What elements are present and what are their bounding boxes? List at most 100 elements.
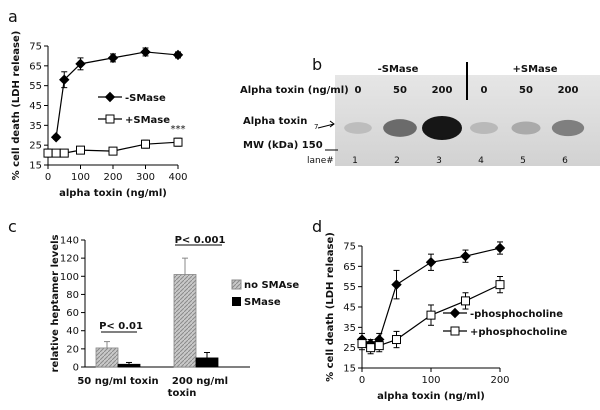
blot-band [511,121,541,135]
data-point [391,279,402,290]
category-label-line: 200 ng/ml [172,376,228,387]
data-point [108,146,118,156]
category-label: 50 ng/ml toxin [77,376,158,387]
y-tick-label: 100 [60,272,79,283]
y-tick-label: 65 [343,262,356,273]
p-value-annotation: P< 0.01 [99,321,143,332]
data-point [426,310,436,320]
y-axis-label: % cell death (LDH release) [11,31,22,181]
lane-number: 4 [478,156,484,166]
lane-label: lane# [307,156,334,166]
significance-annotation: *** [171,124,186,135]
row-label: Alpha toxin (ng/ml) [240,85,349,96]
x-tick-label: 400 [168,172,187,183]
y-tick-label: 75 [29,42,42,53]
y-tick-label: 65 [29,61,42,72]
y-tick-label: 75 [343,242,356,253]
y-tick-label: 140 [60,236,79,247]
data-point [494,242,506,254]
x-tick-label: 200 [490,375,509,386]
band-subscript: 7 [314,123,318,131]
y-axis-label: % cell death (LDH release) [325,232,336,382]
bar [117,363,141,368]
lane-number: 6 [562,156,568,166]
data-point [425,257,437,268]
y-tick-label: 35 [29,121,42,132]
group-label: +SMase [512,64,557,75]
x-tick-label: 100 [421,375,440,386]
concentration-label: 200 [558,85,579,96]
legend-swatch [231,279,242,290]
concentration-label: 50 [519,85,533,96]
legend-label: SMase [244,297,281,308]
x-tick-label: 200 [103,172,122,183]
bar [195,357,219,368]
x-tick-label: 0 [45,172,51,183]
data-point [374,341,384,351]
legend-marker [105,114,115,124]
data-point [392,335,401,345]
panel-label: a [8,7,18,26]
y-tick-label: 80 [66,290,79,301]
data-point [461,296,470,306]
concentration-label: 50 [393,85,407,96]
concentration-label: 200 [432,85,453,96]
y-tick-label: 40 [66,326,79,337]
x-tick-label: 100 [71,172,90,183]
data-point [59,74,70,85]
data-point [107,52,119,64]
data-point [59,148,69,158]
y-tick-label: 45 [29,101,42,112]
concentration-label: 0 [481,85,488,96]
legend-swatch [232,297,241,306]
bar [173,274,197,368]
data-point [495,280,505,290]
legend-label: +phosphocholine [470,327,568,338]
mw-label: MW (kDa) 150 [243,140,323,151]
y-tick-label: 0 [73,363,79,374]
y-tick-label: 60 [66,308,79,319]
panel-b-western-blot: b -SMase +SMase Alpha toxin (ng/ml) 0 50 200 0 5… [240,55,600,166]
data-point [460,250,471,262]
y-tick-label: 20 [66,344,79,355]
y-tick-label: 55 [29,81,42,92]
concentration-label: 0 [355,85,362,96]
p-value-annotation: P< 0.001 [175,235,226,246]
data-point [366,343,376,353]
panel-label: d [312,217,322,236]
legend-marker [450,326,460,336]
y-tick-label: 120 [60,254,79,265]
band-label: Alpha toxin [243,116,307,127]
series-line [55,51,179,138]
data-point [141,139,150,149]
y-tick-label: 35 [343,323,356,334]
y-tick-label: 55 [343,282,356,293]
data-point [50,132,62,143]
category-label: 200 ng/ml toxin [168,376,228,399]
y-tick-label: 25 [343,343,356,354]
legend-label: +SMase [125,115,170,126]
data-point [51,148,61,158]
legend-label: -phosphocholine [470,309,563,320]
legend-label: no SMAse [244,280,299,291]
data-point [76,145,85,155]
panel-label: b [312,55,322,74]
y-tick-label: 45 [343,303,356,314]
y-tick-label: 15 [343,364,356,375]
data-point [140,46,151,58]
data-point [43,148,53,158]
blot-band [470,122,498,134]
lane-number: 1 [352,156,358,166]
legend-label: -SMase [125,93,166,104]
blot-band [344,122,372,134]
panel-d-line-chart: 15 25 35 45 55 65 75 0 100 200 alpha toxin (ng/ml)… [312,217,568,402]
data-point [75,58,86,70]
y-axis-label: relative heptamer levels [50,234,61,372]
blot-band [551,119,585,137]
x-tick-label: 0 [359,375,365,386]
panel-label: c [8,217,17,236]
data-point [172,49,184,61]
data-point [173,137,183,147]
group-label: -SMase [378,64,419,75]
